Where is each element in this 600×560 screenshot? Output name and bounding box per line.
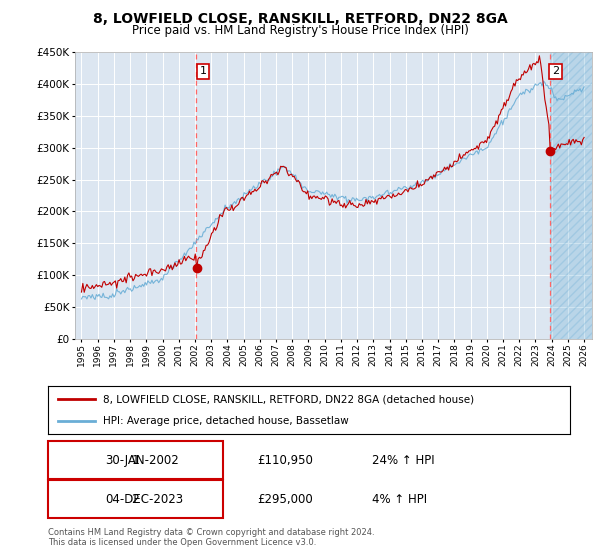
Text: 4% ↑ HPI: 4% ↑ HPI [371, 493, 427, 506]
Text: 8, LOWFIELD CLOSE, RANSKILL, RETFORD, DN22 8GA: 8, LOWFIELD CLOSE, RANSKILL, RETFORD, DN… [92, 12, 508, 26]
Text: 30-JAN-2002: 30-JAN-2002 [106, 454, 179, 467]
FancyBboxPatch shape [48, 480, 223, 519]
Text: 8, LOWFIELD CLOSE, RANSKILL, RETFORD, DN22 8GA (detached house): 8, LOWFIELD CLOSE, RANSKILL, RETFORD, DN… [103, 394, 474, 404]
Text: £295,000: £295,000 [257, 493, 313, 506]
Text: 1: 1 [131, 454, 139, 467]
Text: Contains HM Land Registry data © Crown copyright and database right 2024.
This d: Contains HM Land Registry data © Crown c… [48, 528, 374, 547]
FancyBboxPatch shape [48, 441, 223, 479]
Text: 04-DEC-2023: 04-DEC-2023 [106, 493, 184, 506]
Text: £110,950: £110,950 [257, 454, 313, 467]
Text: 24% ↑ HPI: 24% ↑ HPI [371, 454, 434, 467]
Text: Price paid vs. HM Land Registry's House Price Index (HPI): Price paid vs. HM Land Registry's House … [131, 24, 469, 37]
Text: 2: 2 [131, 493, 139, 506]
Bar [550, 52, 592, 339]
Text: 1: 1 [200, 67, 206, 76]
Text: 2: 2 [552, 67, 559, 76]
Text: HPI: Average price, detached house, Bassetlaw: HPI: Average price, detached house, Bass… [103, 416, 349, 426]
